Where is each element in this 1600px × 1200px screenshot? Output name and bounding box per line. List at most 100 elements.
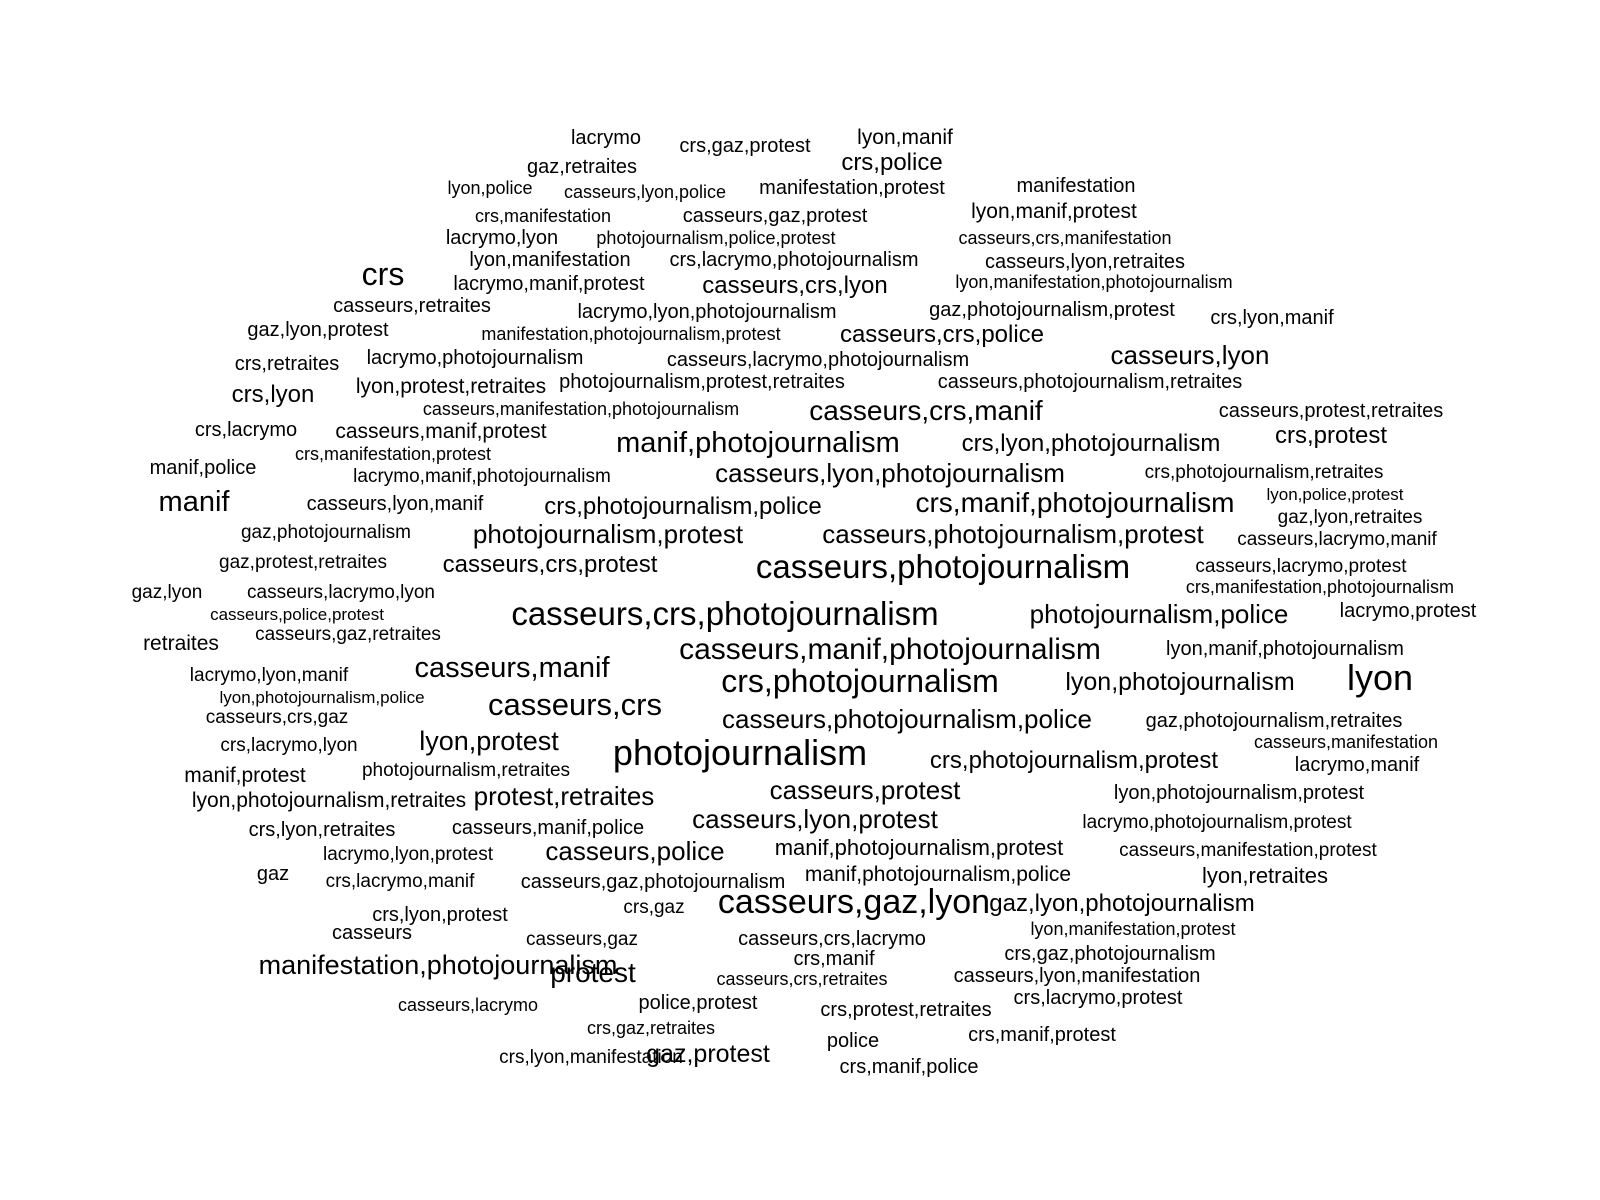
word-police-protest: police,protest xyxy=(639,992,758,1014)
word-crs-gaz-protest: crs,gaz,protest xyxy=(679,135,811,157)
word-lyon-photojournalism-retraites: lyon,photojournalism,retraites xyxy=(192,789,466,812)
word-manifestation-protest: manifestation,protest xyxy=(759,177,945,199)
word-manif: manif xyxy=(159,486,231,518)
word-casseurs-gaz-photojournalism: casseurs,gaz,photojournalism xyxy=(521,871,786,893)
word-casseurs-crs: casseurs,crs xyxy=(488,687,662,722)
word-crs-photojournalism-police: crs,photojournalism,police xyxy=(544,493,821,520)
word-crs-gaz-photojournalism: crs,gaz,photojournalism xyxy=(1004,943,1215,965)
word-manifestation-photojournalism: manifestation,photojournalism xyxy=(259,950,618,980)
word-casseurs-crs-police: casseurs,crs,police xyxy=(840,321,1044,348)
word-crs-manif-protest: crs,manif,protest xyxy=(968,1024,1116,1046)
word-crs-lyon-manifestation: crs,lyon,manifestation xyxy=(499,1047,683,1068)
word-manifestation: manifestation xyxy=(1017,175,1136,197)
word-lyon-manifestation-protest: lyon,manifestation,protest xyxy=(1030,919,1235,939)
word-photojournalism-protest-retraites: photojournalism,protest,retraites xyxy=(559,371,845,393)
word-casseurs-manifestation-photojournalism: casseurs,manifestation,photojournalism xyxy=(423,399,739,419)
word-lacrymo-manif: lacrymo,manif xyxy=(1295,754,1420,776)
word-casseurs-lyon-manifestation: casseurs,lyon,manifestation xyxy=(954,965,1201,987)
word-lacrymo-manif-photojournalism: lacrymo,manif,photojournalism xyxy=(353,466,611,487)
word-lacrymo: lacrymo xyxy=(571,127,641,149)
word-casseurs-photojournalism-police: casseurs,photojournalism,police xyxy=(722,704,1092,734)
word-lacrymo-lyon-protest: lacrymo,lyon,protest xyxy=(323,844,494,865)
word-lyon-police-protest: lyon,police,protest xyxy=(1266,485,1403,504)
word-casseurs-lyon-photojournalism: casseurs,lyon,photojournalism xyxy=(715,458,1065,488)
word-lyon-manif-protest: lyon,manif,protest xyxy=(971,200,1137,223)
word-casseurs-lacrymo-lyon: casseurs,lacrymo,lyon xyxy=(247,582,435,603)
word-lyon-photojournalism-protest: lyon,photojournalism,protest xyxy=(1114,782,1365,804)
word-crs-protest: crs,protest xyxy=(1275,422,1387,449)
word-crs-lacrymo: crs,lacrymo xyxy=(195,419,297,441)
word-police: police xyxy=(827,1030,879,1052)
word-crs-manif-police: crs,manif,police xyxy=(840,1056,979,1078)
word-lacrymo-photojournalism-protest: lacrymo,photojournalism,protest xyxy=(1082,812,1352,833)
word-lacrymo-lyon-photojournalism: lacrymo,lyon,photojournalism xyxy=(577,301,836,323)
word-crs-photojournalism-protest: crs,photojournalism,protest xyxy=(930,747,1218,774)
word-crs-lacrymo-manif: crs,lacrymo,manif xyxy=(326,871,476,892)
word-manif-photojournalism: manif,photojournalism xyxy=(616,427,900,459)
word-lacrymo-protest: lacrymo,protest xyxy=(1340,600,1477,622)
word-crs-lacrymo-lyon: crs,lacrymo,lyon xyxy=(220,735,357,756)
word-gaz-protest-retraites: gaz,protest,retraites xyxy=(219,552,387,573)
word-crs-lacrymo-protest: crs,lacrymo,protest xyxy=(1014,987,1183,1009)
word-casseurs-crs-protest: casseurs,crs,protest xyxy=(443,551,658,578)
word-crs-lyon-manif: crs,lyon,manif xyxy=(1210,307,1334,329)
word-casseurs-protest: casseurs,protest xyxy=(770,775,962,805)
word-gaz: gaz xyxy=(257,863,289,885)
word-casseurs-crs-lyon: casseurs,crs,lyon xyxy=(702,272,887,299)
word-crs-photojournalism: crs,photojournalism xyxy=(721,663,998,699)
word-gaz-lyon: gaz,lyon xyxy=(132,582,203,603)
word-crs-photojournalism-retraites: crs,photojournalism,retraites xyxy=(1145,462,1384,483)
word-photojournalism: photojournalism xyxy=(613,732,867,773)
word-photojournalism-police-protest: photojournalism,police,protest xyxy=(596,228,835,248)
word-casseurs-gaz-protest: casseurs,gaz,protest xyxy=(683,205,868,227)
word-casseurs-lacrymo-manif: casseurs,lacrymo,manif xyxy=(1237,529,1437,550)
word-casseurs-manifestation-protest: casseurs,manifestation,protest xyxy=(1119,840,1377,861)
word-crs-manifestation-protest: crs,manifestation,protest xyxy=(295,444,491,464)
word-manif-police: manif,police xyxy=(150,457,257,479)
word-lacrymo-lyon: lacrymo,lyon xyxy=(446,227,558,249)
word-casseurs-photojournalism-retraites: casseurs,photojournalism,retraites xyxy=(938,371,1243,393)
word-lacrymo-manif-protest: lacrymo,manif,protest xyxy=(453,273,645,295)
word-casseurs-crs-manifestation: casseurs,crs,manifestation xyxy=(958,228,1171,248)
word-photojournalism-police: photojournalism,police xyxy=(1030,599,1289,629)
word-crs-retraites: crs,retraites xyxy=(235,353,339,375)
word-gaz-protest: gaz,protest xyxy=(646,1040,770,1068)
word-gaz-lyon-protest: gaz,lyon,protest xyxy=(247,319,389,341)
word-casseurs-lacrymo-protest: casseurs,lacrymo,protest xyxy=(1195,556,1407,577)
word-manifestation-photojournalism-protest: manifestation,photojournalism,protest xyxy=(481,324,780,344)
word-crs-lyon: crs,lyon xyxy=(232,381,315,408)
word-crs-manifestation: crs,manifestation xyxy=(475,206,611,226)
word-retraites: retraites xyxy=(143,632,219,655)
word-lyon-retraites: lyon,retraites xyxy=(1202,863,1328,888)
word-protest: protest xyxy=(550,957,636,988)
word-casseurs-lacrymo-photojournalism: casseurs,lacrymo,photojournalism xyxy=(667,349,969,371)
word-casseurs: casseurs xyxy=(332,922,412,944)
word-casseurs-lyon-manif: casseurs,lyon,manif xyxy=(307,493,484,515)
word-lyon-manifestation: lyon,manifestation xyxy=(469,249,630,271)
word-casseurs-manifestation: casseurs,manifestation xyxy=(1254,732,1438,752)
word-gaz-photojournalism-protest: gaz,photojournalism,protest xyxy=(929,299,1175,321)
word-lyon-police: lyon,police xyxy=(447,178,532,198)
word-casseurs-photojournalism-protest: casseurs,photojournalism,protest xyxy=(822,519,1204,549)
word-lacrymo-photojournalism: lacrymo,photojournalism xyxy=(367,347,584,369)
word-lyon-manif-photojournalism: lyon,manif,photojournalism xyxy=(1166,638,1404,660)
word-casseurs-photojournalism: casseurs,photojournalism xyxy=(756,548,1130,585)
word-casseurs-lyon-retraites: casseurs,lyon,retraites xyxy=(985,251,1185,273)
word-gaz-photojournalism-retraites: gaz,photojournalism,retraites xyxy=(1146,710,1403,732)
word-crs: crs xyxy=(362,256,405,292)
word-casseurs-crs-photojournalism: casseurs,crs,photojournalism xyxy=(511,595,938,632)
word-gaz-photojournalism: gaz,photojournalism xyxy=(241,522,411,543)
word-casseurs-crs-lacrymo: casseurs,crs,lacrymo xyxy=(738,928,926,950)
word-casseurs-lyon: casseurs,lyon xyxy=(1111,340,1270,370)
word-casseurs-gaz-lyon: casseurs,gaz,lyon xyxy=(718,883,990,921)
word-crs-manif: crs,manif xyxy=(793,948,875,970)
word-protest-retraites: protest,retraites xyxy=(474,781,655,811)
word-crs-protest-retraites: crs,protest,retraites xyxy=(820,999,991,1021)
word-casseurs-manif-protest: casseurs,manif,protest xyxy=(335,420,546,443)
word-casseurs-gaz-retraites: casseurs,gaz,retraites xyxy=(255,624,441,645)
word-crs-lyon-photojournalism: crs,lyon,photojournalism xyxy=(962,430,1221,457)
word-manif-photojournalism-protest: manif,photojournalism,protest xyxy=(775,835,1064,860)
word-lyon-photojournalism-police: lyon,photojournalism,police xyxy=(219,688,424,707)
word-casseurs-lyon-police: casseurs,lyon,police xyxy=(564,182,726,202)
word-lacrymo-lyon-manif: lacrymo,lyon,manif xyxy=(190,665,349,686)
